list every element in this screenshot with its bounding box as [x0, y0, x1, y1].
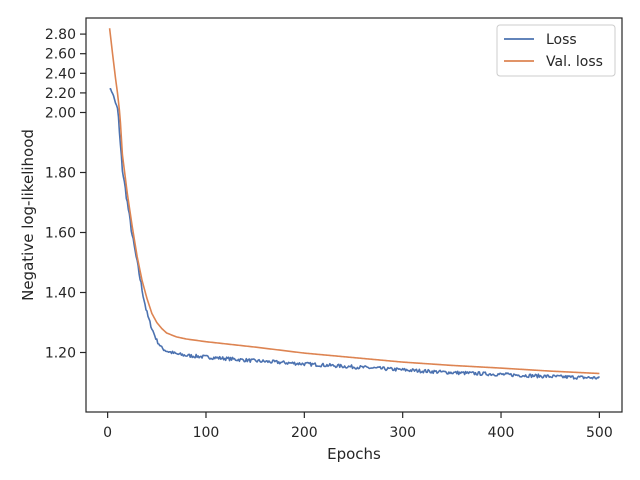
plot-frame — [85, 17, 623, 413]
x-tick-label-100: 100 — [193, 425, 220, 441]
x-tick-label-400: 400 — [488, 425, 515, 441]
y-tick-label-2.60: 2.60 — [45, 47, 76, 63]
y-axis-ticks: 1.20 1.40 1.60 1.80 2.00 2.20 2.40 2.60 2.80 — [45, 27, 86, 362]
y-axis-label: Negative log-likelihood — [19, 129, 37, 301]
y-tick-label-1.60: 1.60 — [45, 226, 76, 242]
legend: Loss Val. loss — [496, 24, 616, 77]
series-layer — [108, 28, 601, 380]
series-line-loss — [109, 88, 601, 380]
x-tick-label-200: 200 — [291, 425, 318, 441]
x-tick-label-300: 300 — [389, 425, 416, 441]
y-tick-label-2.80: 2.80 — [45, 27, 76, 43]
y-tick-label-2.20: 2.20 — [45, 86, 76, 102]
series-line-val-loss — [108, 28, 600, 375]
legend-label-val-loss: Val. loss — [546, 54, 603, 70]
legend-label-loss: Loss — [546, 32, 577, 48]
x-axis-label: Epochs — [327, 445, 381, 463]
y-tick-label-2.40: 2.40 — [45, 66, 76, 82]
legend-box — [496, 24, 616, 77]
y-tick-label-2.00: 2.00 — [45, 106, 76, 122]
y-tick-label-1.20: 1.20 — [45, 346, 76, 362]
y-tick-label-1.80: 1.80 — [45, 166, 76, 182]
y-tick-label-1.40: 1.40 — [45, 286, 76, 302]
x-axis-ticks: 0 100 200 300 400 500 — [103, 412, 613, 441]
x-tick-label-0: 0 — [103, 425, 112, 441]
x-tick-label-500: 500 — [586, 425, 613, 441]
